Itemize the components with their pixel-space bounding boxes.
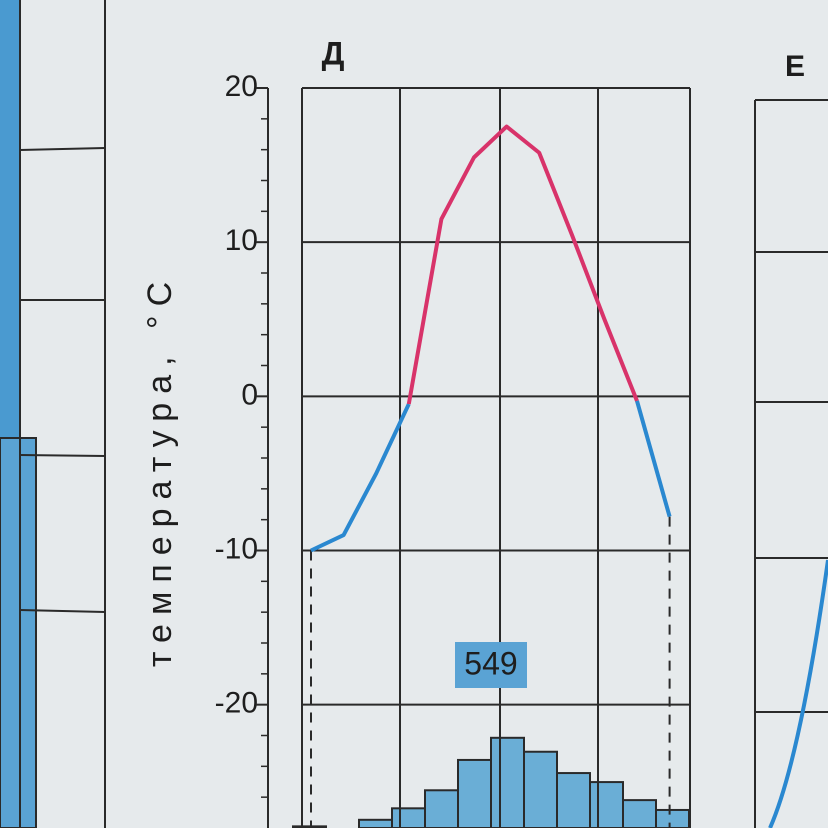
precipitation-bar <box>589 781 624 828</box>
y-tick-label: 0 <box>241 378 258 411</box>
temperature-line-cold <box>635 400 672 518</box>
precipitation-bar <box>490 736 525 828</box>
precipitation-bar <box>457 758 492 828</box>
precipitation-bar <box>358 818 393 828</box>
y-tick-label: -10 <box>215 532 258 565</box>
chart-title: Д <box>322 35 345 71</box>
precipitation-bar <box>523 750 558 828</box>
right-panel-grid <box>754 99 828 828</box>
precipitation-bar <box>424 789 459 828</box>
right-panel-line <box>768 559 828 828</box>
precipitation-bar <box>655 808 690 828</box>
y-tick-label: 10 <box>225 224 258 257</box>
y-tick-label: -20 <box>215 687 258 720</box>
precipitation-bar <box>622 799 657 828</box>
precipitation-bar <box>556 772 591 828</box>
annotation-box <box>455 642 527 688</box>
temperature-line-warm <box>406 124 639 405</box>
y-tick-label: 20 <box>225 70 258 103</box>
next-panel-title: Е <box>785 50 805 83</box>
y-axis-label: температура, °С <box>141 273 179 667</box>
left-panel-grid <box>19 0 106 828</box>
temperature-line-cold <box>310 403 411 553</box>
precipitation-bar <box>391 807 426 828</box>
annotation: 549 <box>464 645 517 681</box>
left-panel-bar <box>0 437 37 828</box>
